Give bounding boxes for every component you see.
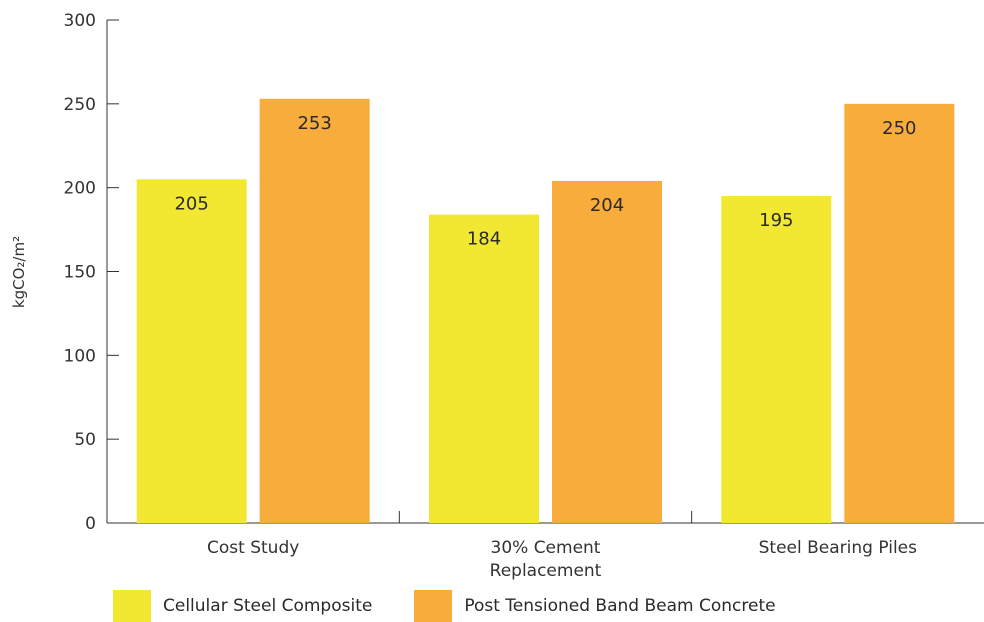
legend-swatch-orange (414, 590, 453, 622)
legend-item-post-tensioned-band-beam-concrete: Post Tensioned Band Beam Concrete (414, 590, 776, 622)
bar-value-label: 204 (590, 195, 624, 216)
bar (136, 179, 247, 524)
legend-label: Cellular Steel Composite (163, 596, 373, 616)
y-tick-label: 150 (64, 263, 96, 283)
y-axis-label: kgCO₂/m² (10, 236, 28, 308)
bar (259, 98, 370, 523)
legend: Cellular Steel Composite Post Tensioned … (113, 590, 818, 622)
bar (552, 180, 662, 523)
bar-value-label: 195 (759, 210, 793, 231)
bar-value-label: 250 (882, 118, 916, 139)
y-tick-label: 50 (74, 430, 96, 450)
bar-value-label: 253 (297, 113, 331, 134)
value-labels: 205 253 184 204 195 250 (174, 113, 916, 250)
y-axis: 0 50 100 150 200 250 300 (64, 11, 119, 534)
bars (136, 98, 955, 524)
bar (721, 196, 832, 524)
x-axis: Cost Study 30% Cement Replacement Steel Bea… (107, 511, 984, 581)
legend-label: Post Tensioned Band Beam Concrete (464, 596, 776, 616)
y-tick-label: 200 (64, 179, 96, 199)
y-tick-label: 100 (64, 346, 96, 366)
bar (844, 103, 955, 523)
bar-value-label: 184 (467, 228, 501, 249)
legend-item-cellular-steel-composite: Cellular Steel Composite (113, 590, 372, 622)
x-category-label: Cost Study (207, 538, 299, 558)
legend-swatch-yellow (113, 590, 151, 622)
y-tick-label: 300 (64, 11, 96, 31)
bar (429, 214, 539, 523)
y-tick-label: 0 (85, 514, 96, 534)
x-category-label: 30% Cement Replacement (490, 538, 602, 581)
bar-value-label: 205 (174, 193, 208, 214)
x-category-label: Steel Bearing Piles (759, 538, 918, 558)
y-tick-label: 250 (64, 95, 96, 115)
